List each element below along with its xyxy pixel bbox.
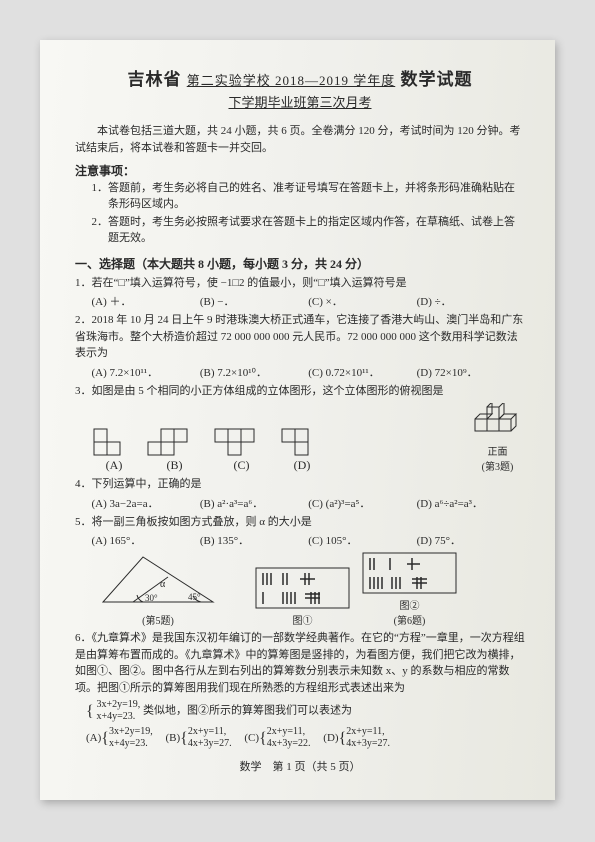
q6-g2: x+4y=23. (96, 711, 135, 722)
q6-b-label: (B) (166, 730, 181, 747)
q3-side-top: 正面 (470, 443, 525, 458)
brace-icon: { (86, 706, 94, 717)
school-year: 第二实验学校 2018—2019 学年度 (187, 73, 396, 88)
q5-main-label: (第5题) (93, 612, 223, 627)
q3-fig-a: (A) (93, 428, 135, 473)
q6-c1: 2x+y=11, (267, 726, 305, 737)
header: 吉林省 第二实验学校 2018—2019 学年度 数学试题 下学期毕业班第三次月… (75, 65, 525, 111)
q2-opt-d: (D) 72×10⁹． (417, 364, 525, 380)
q6-a-label: (A) (86, 730, 101, 747)
q6-text: 6．《九章算术》是我国东汉初年编订的一部数学经典著作。在它的“方程”一章里，一次… (75, 630, 525, 696)
q6-opt-d: (D) { 2x+y=11,4x+3y=27. (323, 726, 390, 750)
q6-options: (A) { 3x+2y=19,x+4y=23. (B) { 2x+y=11,4x… (86, 726, 525, 750)
q6-c-label: (C) (244, 730, 259, 747)
q6-d1: 2x+y=11, (346, 726, 384, 737)
notice-1: 1．答题前，考生务必将自己的姓名、准考证号填写在答题卡上，并将条形码准确粘贴在条… (92, 181, 526, 213)
q3-label-d: (D) (281, 458, 323, 473)
q5-opt-d: (D) 75°． (417, 532, 525, 548)
brace-icon: { (339, 733, 347, 744)
triangle-board-icon: 30° 45° α (93, 552, 223, 612)
q6-given-sys: 3x+2y=19, x+4y=23. (96, 699, 140, 723)
section-1-head: 一、选择题（本大题共 8 小题，每小题 3 分，共 24 分） (75, 255, 525, 272)
q5-fig1-label: 图① (255, 612, 350, 627)
q5-side-label: (第6题) (362, 612, 457, 627)
exam-page: 吉林省 第二实验学校 2018—2019 学年度 数学试题 下学期毕业班第三次月… (40, 40, 555, 800)
q4-text: 4．下列运算中，正确的是 (75, 476, 525, 493)
q5-triangle-fig: 30° 45° α (第5题) (93, 552, 223, 627)
tally-2-icon (362, 552, 457, 597)
q6-d-label: (D) (323, 730, 338, 747)
q1-opt-c: (C) ×． (308, 293, 416, 309)
q2-opt-c: (C) 0.72×10¹¹． (308, 364, 416, 380)
q6-opt-c: (C) { 2x+y=11,4x+3y=22. (244, 726, 310, 750)
title-line: 吉林省 第二实验学校 2018—2019 学年度 数学试题 (75, 65, 525, 90)
q2-opt-b: (B) 7.2×10¹⁰． (200, 364, 308, 380)
notice-2: 2．答题时，考生务必按照考试要求在答题卡上的指定区域内作答，在草稿纸、试卷上答题… (92, 215, 526, 247)
q3-label-c: (C) (214, 458, 269, 473)
q3-side-label: (第3题) (470, 458, 525, 473)
q6-b2: 4x+3y=27. (188, 738, 232, 749)
q1-opt-b: (B) −． (200, 293, 308, 309)
q3-text: 3．如图是由 5 个相同的小正方体组成的立体图形，这个立体图形的俯视图是 (75, 383, 525, 400)
q2-opt-a: (A) 7.2×10¹¹． (92, 364, 200, 380)
q4-opt-d: (D) a⁶÷a²=a³． (417, 495, 525, 511)
q3-label-a: (A) (93, 458, 135, 473)
brace-icon: { (101, 733, 109, 744)
q1-opt-a: (A) ＋． (92, 293, 200, 309)
svg-text:α: α (160, 579, 166, 590)
q5-fig2-label: 图② (362, 597, 457, 612)
q4-options: (A) 3a−2a=a． (B) a²·a³=a⁶． (C) (a²)³=a⁵．… (92, 495, 526, 511)
q1-options: (A) ＋． (B) −． (C) ×． (D) ÷． (92, 293, 526, 309)
q2-options: (A) 7.2×10¹¹． (B) 7.2×10¹⁰． (C) 0.72×10¹… (92, 364, 526, 380)
q6-c2: 4x+3y=22. (267, 738, 311, 749)
q5-opt-b: (B) 135°． (200, 532, 308, 548)
q1-text: 1．若在“□”填入运算符号，使 −1□2 的值最小，则“□”填入运算符号是 (75, 275, 525, 292)
q5-tally-fig1: 图① (255, 567, 350, 627)
cube-3d-icon (470, 403, 525, 443)
svg-text:30°: 30° (145, 593, 158, 603)
tally-1-icon (255, 567, 350, 612)
q6-a1: 3x+2y=19, (109, 726, 153, 737)
q5-options: (A) 165°． (B) 135°． (C) 105°． (D) 75°． (92, 532, 526, 548)
intro-text: 本试卷包括三道大题，共 24 小题，共 6 页。全卷满分 120 分，考试时间为… (75, 123, 525, 156)
q5-text: 5．将一副三角板按如图方式叠放，则 α 的大小是 (75, 514, 525, 531)
brace-icon: { (259, 733, 267, 744)
q5-tally-fig2: 图② (第6题) (362, 552, 457, 627)
q3-label-b: (B) (147, 458, 202, 473)
q6-extra2: 类似地，图②所示的算筹图我们可以表述为 (143, 705, 352, 717)
q2-text: 2．2018 年 10 月 24 日上午 9 时港珠澳大桥正式通车，它连接了香港… (75, 312, 525, 362)
q6-extra: { 3x+2y=19, x+4y=23. 类似地，图②所示的算筹图我们可以表述为 (86, 699, 525, 723)
q5-figure-row: 30° 45° α (第5题) 图① (93, 552, 525, 627)
page-footer: 数学 第 1 页（共 5 页） (75, 758, 525, 774)
subject: 数学试题 (401, 70, 473, 89)
q5-opt-a: (A) 165°． (92, 532, 200, 548)
q6-a2: x+4y=23. (109, 738, 148, 749)
q6-d2: 4x+3y=27. (346, 738, 390, 749)
q6-opt-a: (A) { 3x+2y=19,x+4y=23. (86, 726, 153, 750)
shape-d-icon (281, 428, 323, 458)
q6-g1: 3x+2y=19, (96, 699, 140, 710)
shape-a-icon (93, 428, 135, 458)
q6-opt-b: (B) { 2x+y=11,4x+3y=27. (166, 726, 232, 750)
q4-opt-b: (B) a²·a³=a⁶． (200, 495, 308, 511)
q1-opt-d: (D) ÷． (417, 293, 525, 309)
q3-figure-row: (A) (B) (C) (D) 正面 (第3 (93, 403, 525, 473)
q6-b1: 2x+y=11, (188, 726, 226, 737)
province: 吉林省 (127, 70, 181, 89)
brace-icon: { (180, 733, 188, 744)
q3-3d-fig: 正面 (第3题) (470, 403, 525, 473)
q3-fig-c: (C) (214, 428, 269, 473)
svg-text:45°: 45° (188, 592, 201, 602)
q4-opt-c: (C) (a²)³=a⁵． (308, 495, 416, 511)
q4-opt-a: (A) 3a−2a=a． (92, 495, 200, 511)
shape-c-icon (214, 428, 269, 458)
shape-b-icon (147, 428, 202, 458)
subtitle: 下学期毕业班第三次月考 (75, 92, 525, 111)
q3-fig-b: (B) (147, 428, 202, 473)
notice-title: 注意事项： (75, 162, 525, 179)
q3-fig-d: (D) (281, 428, 323, 473)
q5-opt-c: (C) 105°． (308, 532, 416, 548)
